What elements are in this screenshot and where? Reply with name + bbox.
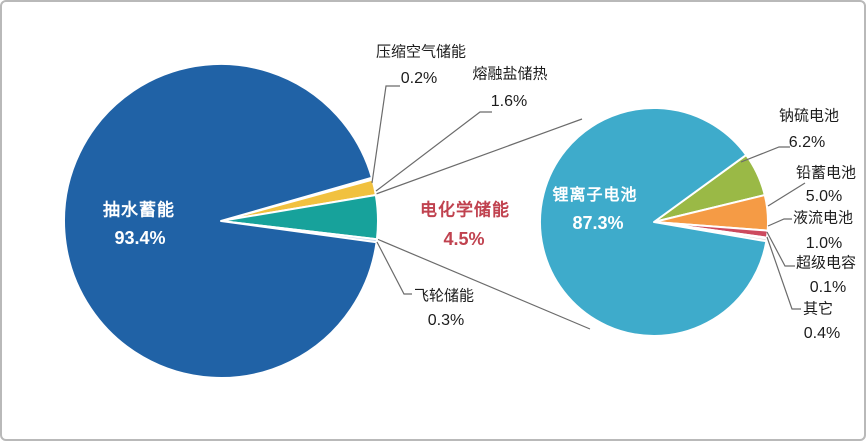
label-pumped-hydro: 抽水蓄能 <box>103 200 175 220</box>
value-lead-acid: 5.0% <box>805 188 843 205</box>
label-electrochemical: 电化学储能 <box>420 200 510 220</box>
leader-lines <box>371 85 806 310</box>
leader-molten-salt <box>375 111 492 192</box>
label-flywheel: 飞轮储能 <box>413 287 475 305</box>
leader-flywheel <box>376 241 412 295</box>
label-others: 其它 <box>802 300 834 318</box>
leader-compressed-air <box>371 85 400 184</box>
series-connector-top <box>375 118 583 195</box>
label-supercapacitor: 超级电容 <box>795 254 857 272</box>
pie-slice-pumped-hydro <box>63 63 378 379</box>
connector-lines <box>375 118 591 330</box>
value-molten-salt: 1.6% <box>490 93 528 110</box>
value-compressed-air: 0.2% <box>400 70 438 87</box>
value-flywheel: 0.3% <box>427 312 465 329</box>
series-connector-bottom <box>376 238 591 330</box>
leader-supercapacitor <box>766 231 795 267</box>
label-molten-salt: 熔融盐储热 <box>472 65 548 83</box>
value-others: 0.4% <box>803 325 841 342</box>
value-supercapacitor: 0.1% <box>809 279 847 296</box>
value-electrochemical: 4.5% <box>443 229 485 249</box>
value-pumped-hydro: 93.4% <box>114 228 166 248</box>
label-lithium-ion: 锂离子电池 <box>552 187 638 204</box>
label-flow-battery: 液流电池 <box>792 209 854 227</box>
pie-slice-lithium-ion <box>539 107 768 337</box>
leader-lead-acid <box>767 182 806 207</box>
leader-flow-battery <box>767 218 792 227</box>
child-pie <box>539 107 769 337</box>
leader-sodium-sulfur <box>740 146 790 163</box>
label-compressed-air: 压缩空气储能 <box>375 43 467 61</box>
leader-others <box>766 236 801 310</box>
label-lead-acid: 铅蓄电池 <box>795 164 857 182</box>
value-sodium-sulfur: 6.2% <box>788 134 826 151</box>
label-sodium-sulfur: 钠硫电池 <box>778 107 840 125</box>
parent-pie <box>63 63 379 379</box>
value-lithium-ion: 87.3% <box>572 213 624 233</box>
value-flow-battery: 1.0% <box>805 235 843 252</box>
